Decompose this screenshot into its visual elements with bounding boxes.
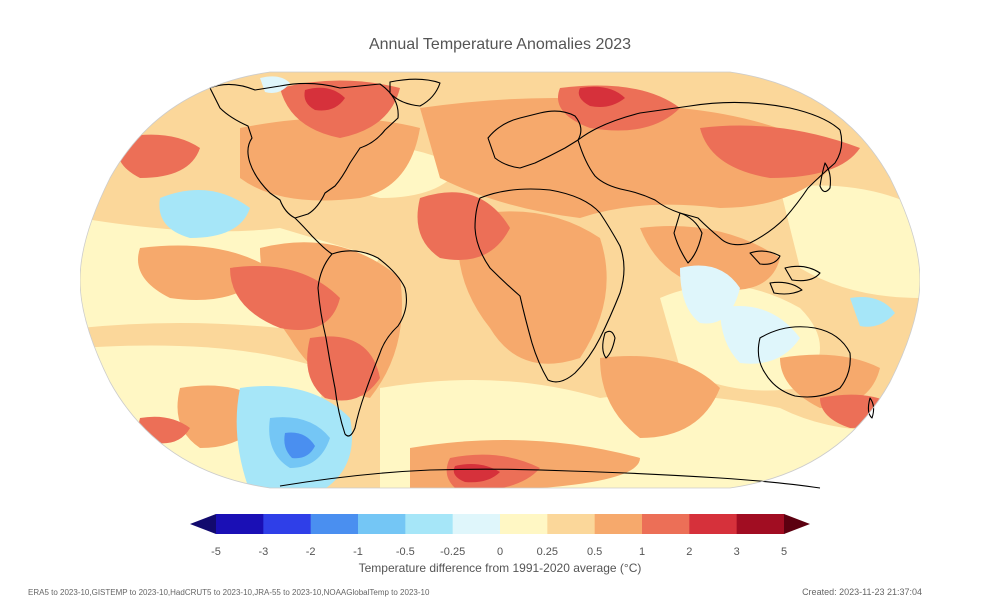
colorbar-tick-label: 0.25 bbox=[536, 546, 559, 558]
colorbar-tick-label: -0.5 bbox=[395, 546, 415, 558]
colorbar-segment bbox=[358, 514, 406, 534]
colorbar-tick-label: -5 bbox=[211, 546, 221, 558]
colorbar-tick-label: -3 bbox=[258, 546, 269, 558]
colorbar-over-arrow bbox=[784, 514, 810, 534]
colorbar-tick-label: 3 bbox=[733, 546, 740, 558]
colorbar-segment bbox=[500, 514, 548, 534]
anomaly-field bbox=[80, 72, 920, 488]
coastlines bbox=[209, 78, 875, 489]
colorbar-tick-label: -0.25 bbox=[440, 546, 466, 558]
colorbar-tick-label: 0.5 bbox=[587, 546, 603, 558]
colorbar-segment bbox=[263, 514, 312, 534]
colorbar-swatches bbox=[190, 514, 810, 534]
colorbar: -5 -3 -2 -1 -0.5 -0.25 0 0.25 0.5 1 2 3 5 bbox=[190, 510, 810, 570]
colorbar-tick-label: -2 bbox=[305, 546, 316, 558]
colorbar-under-arrow bbox=[190, 514, 216, 534]
colorbar-tick-label: 0 bbox=[496, 546, 504, 558]
map-title: Annual Temperature Anomalies 2023 bbox=[368, 36, 632, 53]
colorbar-label: Temperature difference from 1991-2020 av… bbox=[358, 561, 642, 575]
colorbar-segment bbox=[642, 514, 690, 534]
colorbar-segment bbox=[594, 514, 643, 534]
globe-outline bbox=[80, 71, 920, 489]
colorbar-tick-label: 2 bbox=[686, 546, 693, 558]
colorbar-ticks: -5 -3 -2 -1 -0.5 -0.25 0 0.25 0.5 1 2 3 5 bbox=[190, 546, 810, 562]
anomaly-map bbox=[80, 68, 920, 492]
colorbar-segment bbox=[405, 514, 454, 534]
colorbar-segment bbox=[452, 514, 501, 534]
colorbar-segment bbox=[547, 514, 596, 534]
created-timestamp: Created: 2023-11-23 21:37:04 bbox=[802, 587, 922, 597]
colorbar-segment bbox=[736, 514, 785, 534]
colorbar-segment bbox=[216, 514, 264, 534]
data-sources: ERA5 to 2023-10,GISTEMP to 2023-10,HadCR… bbox=[28, 588, 430, 597]
colorbar-segment bbox=[310, 514, 359, 534]
colorbar-tick-label: 5 bbox=[780, 546, 788, 558]
colorbar-segment bbox=[689, 514, 738, 534]
colorbar-tick-label: -1 bbox=[353, 546, 363, 558]
colorbar-tick-label: 1 bbox=[638, 546, 646, 558]
